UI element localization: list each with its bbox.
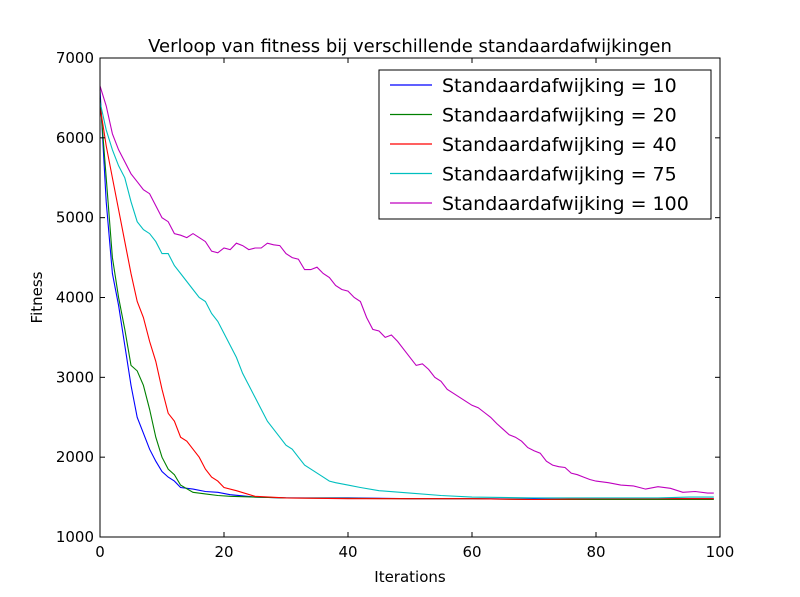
y-tick-label: 6000	[56, 129, 94, 147]
y-tick-label: 1000	[56, 528, 94, 546]
y-tick-label: 7000	[56, 49, 94, 67]
x-tick-label: 0	[95, 543, 105, 561]
legend: Standaardafwijking = 10 Standaardafwijkin…	[378, 69, 712, 220]
x-tick-label: 80	[586, 543, 605, 561]
axis-ticks: 0 20 40 60 80 100 1000 2000 3000 4000 5000 6000 7000	[56, 49, 735, 561]
y-tick-label: 3000	[56, 368, 94, 386]
x-tick-label: 40	[338, 543, 357, 561]
series-line-4	[99, 101, 714, 499]
legend-label-1: Standaardafwijking = 10	[442, 75, 677, 97]
series-lines	[99, 85, 714, 501]
legend-label-3: Standaardafwijking = 40	[442, 134, 677, 156]
y-tick-label: 2000	[56, 448, 94, 466]
y-tick-label: 5000	[56, 209, 94, 227]
legend-label-4: Standaardafwijking = 75	[442, 164, 677, 186]
x-axis-label: Iterations	[374, 568, 446, 586]
y-axis-label: Fitness	[28, 271, 46, 323]
x-tick-label: 60	[462, 543, 481, 561]
legend-label-5: Standaardafwijking = 100	[442, 193, 689, 215]
chart-title: Verloop van fitness bij verschillende st…	[148, 36, 672, 57]
legend-box	[378, 69, 712, 220]
legend-label-2: Standaardafwijking = 20	[442, 105, 677, 127]
series-line-3	[99, 105, 714, 501]
y-tick-label: 4000	[56, 289, 94, 307]
x-tick-label: 20	[214, 543, 233, 561]
series-line-5	[99, 85, 714, 494]
x-tick-label: 100	[706, 543, 735, 561]
